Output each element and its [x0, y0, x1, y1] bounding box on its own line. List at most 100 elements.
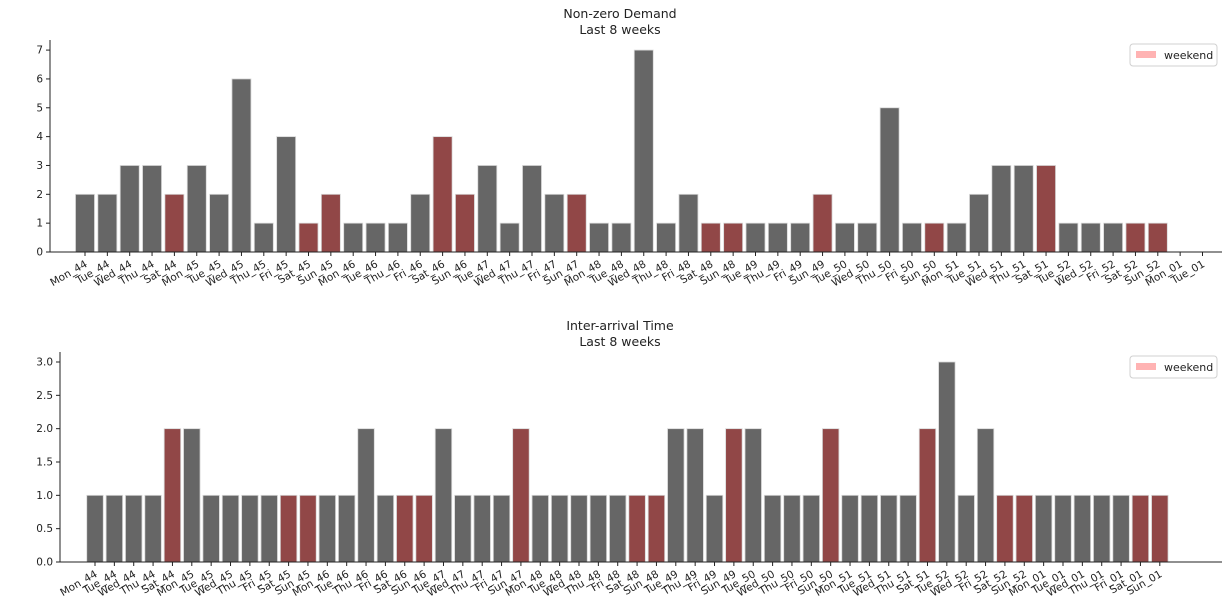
bar-Thu_51	[899, 494, 917, 563]
bar-Sun_46	[415, 494, 433, 563]
legend: weekend	[1129, 355, 1218, 379]
bar-Mon_48	[531, 494, 549, 563]
legend-label: weekend	[1164, 361, 1213, 374]
y-tick-label: 3.0	[36, 357, 53, 369]
bar-Sun_48	[723, 222, 744, 253]
bar-Sun_48	[647, 494, 666, 563]
bar-Thu_46	[387, 222, 408, 253]
bar-Tue_46	[365, 222, 386, 253]
y-tick-label: 0.5	[36, 523, 53, 535]
bar-Sat_01	[1131, 494, 1150, 563]
bar-Mon_45	[186, 165, 207, 253]
bar-Thu_47	[473, 494, 491, 563]
bar-Tue_52	[1058, 222, 1079, 253]
chart-title: Inter-arrival Time	[566, 318, 674, 333]
bar-Sun_49	[812, 193, 833, 253]
bar-Tue_50	[835, 222, 855, 253]
bar-Fri_47	[492, 494, 511, 563]
bar-Tue_51	[969, 193, 989, 253]
legend-label: weekend	[1164, 49, 1213, 62]
legend-box	[1129, 43, 1218, 67]
chart-title: Non-zero Demand	[563, 6, 676, 21]
bar-Wed_51	[991, 165, 1012, 253]
bar-Thu_45	[253, 222, 274, 253]
bar-Fri_46	[376, 494, 395, 563]
bar-Mon_44	[86, 494, 104, 563]
bar-Thu_01	[1093, 494, 1111, 563]
bar-Fri_50	[902, 222, 922, 253]
bar-Fri_45	[260, 494, 278, 563]
y-tick-label: 2	[36, 189, 43, 201]
bar-Fri_01	[1112, 494, 1130, 563]
bar-Sat_45	[298, 222, 319, 253]
y-tick-label: 2.5	[36, 390, 53, 402]
bar-Sat_51	[918, 428, 937, 563]
bar-Fri_49	[790, 222, 811, 253]
bar-Thu_44	[142, 165, 162, 253]
bar-Wed_45	[231, 78, 252, 253]
bar-Thu_44	[144, 494, 162, 563]
bar-Wed_50	[857, 222, 878, 253]
bar-Fri_47	[544, 193, 565, 253]
bar-Sun_45	[320, 193, 341, 253]
bar-Mon_46	[318, 494, 336, 563]
bar-Mon_51	[946, 222, 967, 253]
bar-Tue_52	[938, 361, 956, 563]
bar-Tue_49	[667, 428, 685, 563]
y-tick-label: 0.0	[36, 557, 53, 569]
bar-Mon_45	[183, 428, 201, 563]
y-tick-label: 5	[36, 102, 43, 114]
bar-Tue_51	[860, 494, 879, 563]
bar-Fri_46	[410, 193, 431, 253]
bar-Tue_48	[550, 494, 569, 563]
bar-Fri_48	[609, 494, 627, 563]
bar-Tue_47	[477, 165, 498, 253]
bar-Thu_48	[656, 222, 676, 253]
bar-Wed_45	[221, 494, 240, 563]
bar-Sun_52	[1015, 494, 1033, 563]
bar-Sun_46	[455, 193, 475, 253]
y-tick-label: 6	[36, 73, 43, 85]
bar-Sat_48	[628, 494, 646, 563]
bar-Thu_49	[767, 222, 788, 253]
y-tick-label: 3	[36, 160, 43, 172]
bar-Sun_01	[1151, 494, 1169, 563]
bar-Sun_52	[1147, 222, 1168, 253]
bar-Thu_48	[589, 494, 608, 563]
bar-Sun_49	[725, 428, 743, 563]
chart-subtitle: Last 8 weeks	[579, 334, 660, 349]
bar-Tue_44	[105, 494, 124, 563]
y-tick-label: 4	[36, 131, 43, 143]
legend-box	[1129, 355, 1218, 379]
legend-weekend-swatch	[1136, 51, 1156, 58]
bar-Thu_47	[522, 165, 542, 253]
bar-Tue_45	[209, 193, 230, 253]
bar-Sun_47	[512, 428, 530, 563]
bar-Sat_45	[279, 494, 298, 563]
bar-Sun_45	[299, 494, 317, 563]
bar-Wed_01	[1073, 494, 1092, 563]
bar-Wed_44	[125, 494, 143, 563]
bar-Fri_50	[802, 494, 820, 563]
bar-Sat_44	[164, 193, 185, 253]
bar-Fri_49	[705, 494, 724, 563]
bar-Wed_47	[499, 222, 520, 253]
bar-Tue_48	[611, 222, 632, 253]
bar-Wed_50	[763, 494, 782, 563]
bar-Tue_01	[1054, 494, 1072, 563]
bar-Wed_48	[570, 494, 588, 563]
chart-subtitle: Last 8 weeks	[579, 22, 660, 37]
bar-Wed_47	[454, 494, 472, 563]
y-tick-label: 7	[36, 45, 43, 57]
bar-Tue_47	[434, 428, 453, 563]
legend: weekend	[1129, 43, 1218, 67]
bar-Tue_49	[745, 222, 766, 253]
bar-Sun_47	[566, 193, 587, 253]
bar-Sun_50	[924, 222, 945, 253]
bar-Thu_50	[783, 494, 801, 563]
bar-Fri_52	[1103, 222, 1123, 253]
bar-Tue_46	[338, 494, 356, 563]
